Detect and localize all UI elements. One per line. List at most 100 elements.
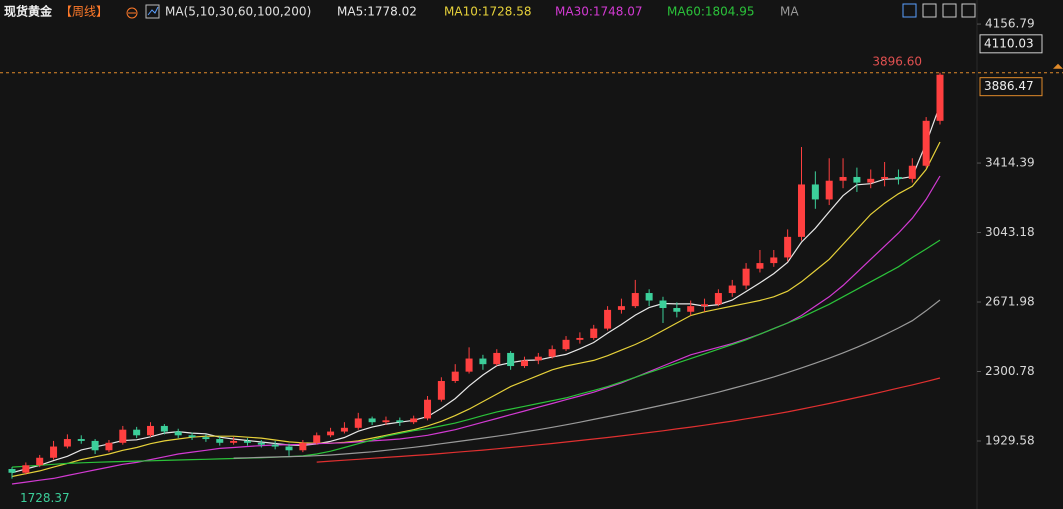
tool-button[interactable]	[942, 3, 957, 18]
candle-body	[354, 418, 362, 428]
y-tick-label: 3043.18	[985, 225, 1035, 239]
last-price-box	[979, 77, 1043, 97]
tool-button[interactable]	[961, 3, 976, 18]
candle-body	[451, 371, 459, 382]
high-arrow	[1053, 63, 1063, 69]
candle-body	[22, 465, 30, 473]
y-tick-label: 3414.39	[985, 156, 1035, 170]
candle-body	[36, 457, 44, 466]
candle-body	[410, 418, 418, 423]
candle-body	[382, 420, 390, 423]
y-tick-label: 4156.79	[985, 17, 1035, 31]
candle-body	[936, 74, 944, 121]
candle-body	[147, 425, 155, 436]
candle-body	[368, 418, 376, 423]
candle-body	[188, 435, 196, 438]
candle-body	[617, 306, 625, 310]
candle-body	[133, 429, 141, 436]
legend-entry: MA10:1728.58	[444, 5, 532, 19]
candle-body	[77, 439, 85, 441]
candle-body	[271, 444, 279, 447]
candle-body	[396, 420, 404, 423]
candle-body	[216, 439, 224, 443]
candle-body	[340, 427, 348, 432]
y-tick-label: 1929.58	[985, 433, 1035, 447]
chart-title: 现货黄金	[4, 4, 53, 19]
candle-body	[853, 176, 861, 183]
candle-body	[728, 285, 736, 294]
candle-body	[257, 442, 265, 445]
low-label: 1728.37	[20, 491, 70, 505]
candle-body	[811, 184, 819, 200]
last-price-label: 3886.47	[984, 79, 1034, 93]
candle-body	[424, 399, 432, 419]
ma-line	[233, 299, 941, 459]
ma-line	[11, 239, 941, 468]
candle-body	[797, 184, 805, 237]
candle-body	[631, 293, 639, 307]
candle-body	[673, 308, 681, 312]
candle-body	[465, 358, 473, 372]
candle-body	[922, 120, 930, 166]
ref-price-label: 4110.03	[984, 36, 1034, 50]
candle-body	[63, 439, 71, 447]
legend-entry: MA60:1804.95	[667, 5, 755, 19]
candle-body	[687, 306, 695, 312]
candle-body	[548, 349, 556, 357]
y-tick-label: 2671.98	[985, 295, 1035, 309]
period-toggle-icon[interactable]	[126, 7, 138, 19]
candle-body	[493, 352, 501, 365]
legend-entry: MA	[780, 5, 799, 19]
candle-body	[105, 442, 113, 451]
candle-body	[285, 446, 293, 451]
candle-body	[784, 236, 792, 258]
candle-body	[91, 440, 99, 451]
candle-body	[520, 360, 528, 367]
y-tick-label: 2300.78	[985, 364, 1035, 378]
ref-price-box	[979, 34, 1043, 54]
tool-button[interactable]	[902, 3, 917, 18]
candle-body	[770, 257, 778, 264]
indicator-label[interactable]: MA(5,10,30,60,100,200)	[165, 5, 311, 19]
legend-entry: MA30:1748.07	[555, 5, 643, 19]
candle-body	[479, 358, 487, 365]
candle-body	[50, 446, 58, 458]
candle-body	[894, 176, 902, 179]
candle-body	[645, 293, 653, 301]
candle-body	[839, 176, 847, 181]
candle-body	[507, 352, 515, 367]
candle-body	[8, 468, 16, 473]
candle-body	[327, 431, 335, 436]
candle-body	[825, 180, 833, 200]
candle-body	[701, 304, 709, 307]
candle-body	[299, 442, 307, 451]
candle-body	[437, 381, 445, 400]
candle-body	[243, 440, 251, 443]
candle-body	[881, 176, 889, 179]
candle-body	[604, 309, 612, 329]
candle-body	[230, 440, 238, 443]
candle-body	[534, 356, 542, 361]
ma-line	[11, 104, 941, 474]
candle-body	[202, 437, 210, 440]
candle-body	[714, 293, 722, 305]
ma-line	[316, 377, 941, 463]
toolbar	[902, 3, 976, 18]
candle-body	[867, 178, 875, 183]
candle-body	[119, 429, 127, 443]
candle-body	[562, 339, 570, 350]
high-label: 3896.60	[872, 54, 922, 68]
candle-body	[576, 337, 584, 340]
candle-body	[908, 165, 916, 179]
indicator-icon[interactable]	[145, 4, 160, 19]
candle-body	[756, 263, 764, 269]
candle-body	[160, 425, 168, 432]
candle-body	[659, 300, 667, 309]
ma-line	[11, 141, 941, 478]
candle-body	[174, 431, 182, 436]
tool-button[interactable]	[922, 3, 937, 18]
period-label[interactable]: 【周线】	[60, 5, 108, 19]
